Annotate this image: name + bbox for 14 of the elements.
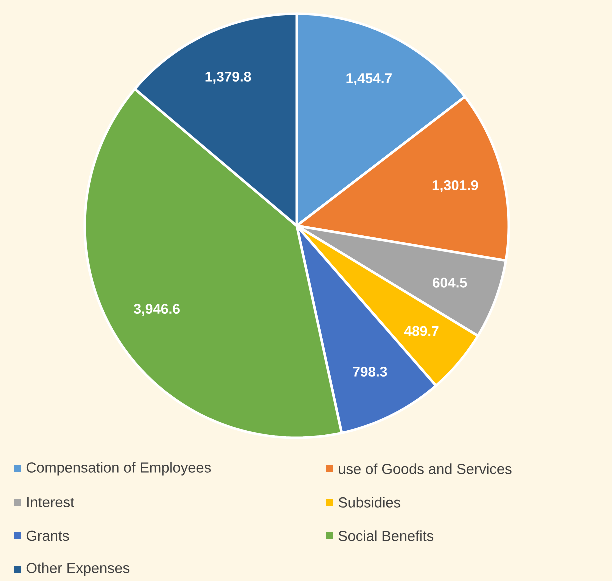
legend-label: Other Expenses [26, 562, 130, 576]
data-label: 798.3 [353, 366, 388, 377]
legend-label: Grants [26, 530, 70, 542]
data-label: 1,379.8 [206, 72, 252, 84]
data-label: 3,946.6 [134, 304, 180, 316]
legend-label: Social Benefits [338, 530, 434, 542]
legend-label: Subsidies [338, 497, 401, 508]
data-label: 1,454.7 [346, 74, 392, 86]
legend-label: Interest [28, 497, 74, 508]
data-label: 1,301.9 [432, 180, 478, 192]
legend-label: use of Goods and Services [339, 464, 512, 474]
legend-label: Compensation of Employees [26, 462, 212, 476]
data-label: 604.5 [433, 278, 468, 288]
data-label: 489.7 [404, 326, 439, 336]
